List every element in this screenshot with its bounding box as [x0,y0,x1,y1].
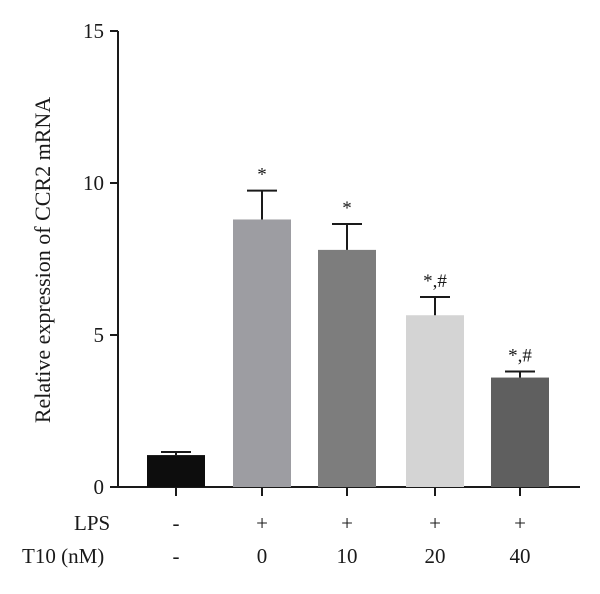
condition-value: + [256,511,268,535]
y-axis-label: Relative expression of CCR2 mRNA [30,97,55,423]
condition-value: - [173,544,180,568]
y-axis: 0 5 10 15 [83,19,119,499]
bars [147,219,549,488]
condition-value: - [173,511,180,535]
y-tick-label: 15 [83,19,104,43]
significance-label: *,# [423,271,447,292]
y-tick-label: 10 [83,171,104,195]
bar [406,315,464,487]
condition-row-label: T10 (nM) [22,544,104,568]
condition-value: + [429,511,441,535]
condition-value: + [341,511,353,535]
x-axis [118,486,580,496]
condition-value: 10 [337,544,358,568]
bar [233,219,291,488]
y-tick-label: 0 [94,475,105,499]
significance-label: * [257,165,267,186]
y-tick-label: 5 [94,323,105,347]
significance-markers: * * *,# *,# [257,165,532,367]
significance-label: * [342,198,352,219]
condition-value: + [514,511,526,535]
condition-value: 20 [425,544,446,568]
bar [491,377,549,487]
condition-table: LPS - + + + + T10 (nM) - 0 10 20 40 [22,511,531,568]
significance-label: *,# [508,345,532,366]
condition-row-label: LPS [74,511,110,535]
bar [147,455,205,487]
error-bars [161,189,535,456]
bar [318,249,376,487]
condition-value: 0 [257,544,268,568]
condition-value: 40 [510,544,531,568]
